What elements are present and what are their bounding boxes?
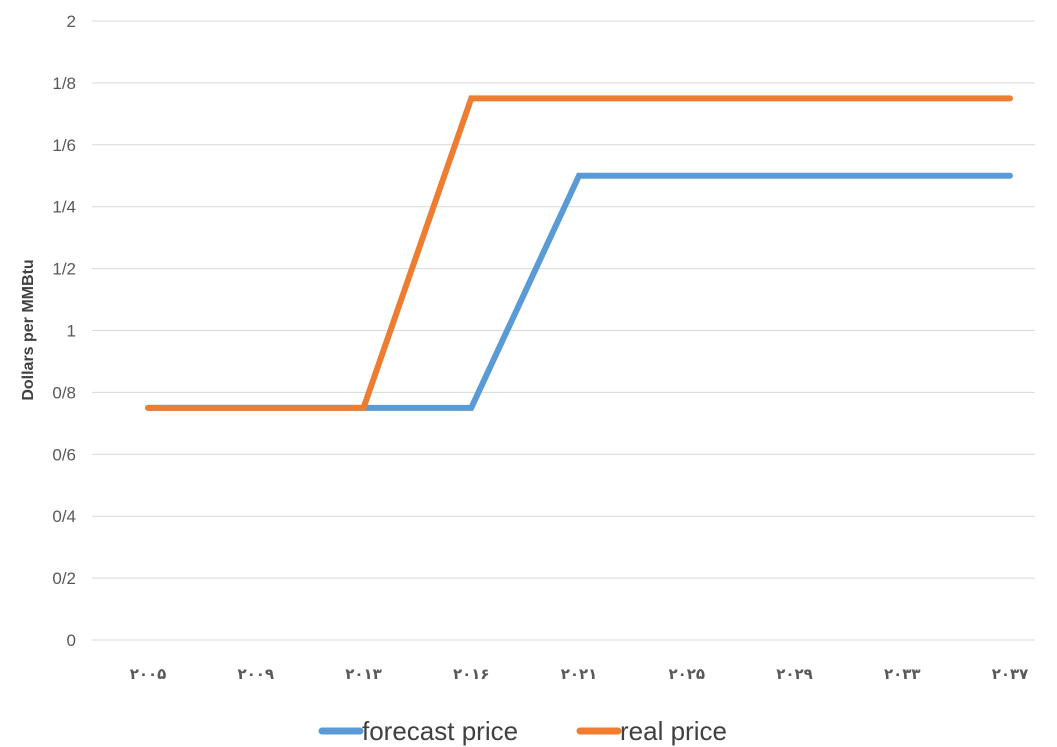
legend-label: forecast price	[362, 716, 518, 746]
x-tick-label: ۲۰۱۶	[453, 665, 490, 683]
x-tick-label: ۲۰۰۵	[130, 665, 167, 683]
series-line-0	[145, 172, 1013, 411]
x-tick-label: ۲۰۳۳	[884, 665, 921, 683]
x-tick-label: ۲۰۲۱	[561, 665, 598, 683]
x-tick-label: ۲۰۳۷	[992, 665, 1029, 683]
legend: forecast price real price	[318, 716, 727, 746]
x-axis-ticks: ۲۰۰۵ ۲۰۰۹ ۲۰۱۳ ۲۰۱۶ ۲۰۲۱ ۲۰۲۵ ۲۰۲۹ ۲۰۳۳ ۲۰۳۷	[130, 665, 1029, 683]
x-tick-label: ۲۰۲۵	[668, 665, 705, 683]
series-lines	[145, 95, 1013, 411]
legend-label: real price	[620, 716, 727, 746]
x-tick-label: ۲۰۰۹	[237, 665, 274, 683]
y-tick-label: 2	[67, 12, 76, 31]
y-axis-title: Dollars per MMBtu	[20, 259, 37, 400]
x-tick-label: ۲۰۲۹	[776, 665, 813, 683]
x-tick-label: ۲۰۱۳	[345, 665, 382, 683]
y-tick-label: 1/2	[52, 260, 76, 279]
y-tick-label: 0/6	[52, 445, 76, 464]
series-line-1	[145, 95, 1013, 411]
y-tick-label: 1/6	[52, 136, 76, 155]
y-tick-label: 1/4	[52, 198, 76, 217]
y-tick-label: 1	[67, 322, 76, 341]
y-tick-label: 0/2	[52, 569, 76, 588]
y-tick-label: 0/4	[52, 507, 76, 526]
y-tick-label: 0/8	[52, 383, 76, 402]
gridlines	[92, 20, 1035, 641]
y-axis-ticks: 0 0/2 0/4 0/6 0/8 1 1/2 1/4 1/6 1/8 2	[52, 12, 76, 650]
y-tick-label: 0	[67, 631, 76, 650]
y-tick-label: 1/8	[52, 74, 76, 93]
